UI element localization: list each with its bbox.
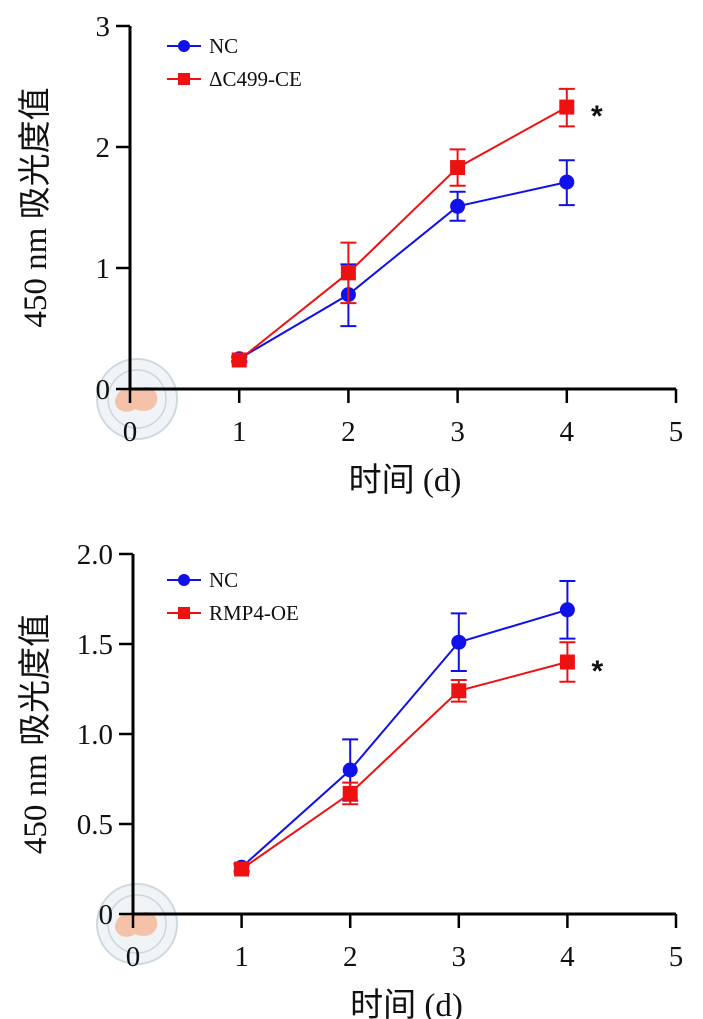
y-tick-label: 2.0 bbox=[77, 539, 113, 571]
y-tick-label: 0 bbox=[96, 374, 111, 406]
x-tick-label: 4 bbox=[560, 416, 575, 448]
x-tick-label: 2 bbox=[343, 941, 358, 973]
watermark-seal bbox=[96, 358, 178, 440]
y-tick-label: 1.0 bbox=[77, 719, 113, 751]
legend-label: ΔC499-CE bbox=[209, 67, 302, 91]
series-line bbox=[241, 661, 568, 870]
data-point bbox=[559, 99, 575, 115]
legend-label: RMP4-OE bbox=[209, 601, 299, 625]
y-axis-title: 450 nm 吸光度值 bbox=[17, 614, 54, 854]
significance-asterisk: * bbox=[591, 100, 603, 133]
x-tick-label: 3 bbox=[452, 941, 467, 973]
y-tick-label: 2 bbox=[96, 132, 111, 164]
x-axis-title: 时间 (d) bbox=[350, 988, 463, 1019]
chart-panel-1: 0 1 2 3 0 1 2 3 4 5 时间 (d) 450 nm 吸光度值 NC ΔC499-CE * bbox=[17, 11, 683, 499]
data-point bbox=[559, 602, 575, 618]
data-point bbox=[451, 634, 467, 650]
series-line bbox=[240, 608, 568, 868]
data-point bbox=[342, 785, 358, 801]
legend-label: NC bbox=[209, 34, 238, 58]
x-tick-label: 2 bbox=[341, 416, 356, 448]
series-line bbox=[238, 181, 568, 360]
data-point bbox=[234, 861, 250, 877]
x-tick-label: 3 bbox=[450, 416, 465, 448]
series-line bbox=[238, 106, 568, 361]
data-point bbox=[559, 174, 575, 190]
legend-entry-NC: NC bbox=[167, 34, 238, 58]
x-tick-label: 1 bbox=[234, 941, 249, 973]
legend-marker bbox=[178, 40, 190, 52]
legend-marker bbox=[178, 73, 190, 85]
y-tick-label: 0 bbox=[99, 899, 114, 931]
legend-label: NC bbox=[209, 568, 238, 592]
series-RMP4-OE bbox=[233, 641, 576, 877]
x-tick-label: 0 bbox=[126, 941, 141, 973]
chart-panel-2: 0 0.5 1.0 1.5 2.0 0 1 2 3 4 5 时间 (d) 450 nm 吸光度值 NC RM… bbox=[17, 539, 683, 1019]
y-tick-label: 0.5 bbox=[77, 809, 113, 841]
data-point bbox=[340, 265, 356, 281]
x-tick-label: 5 bbox=[669, 416, 684, 448]
series-ΔC499-CE bbox=[231, 87, 575, 368]
y-tick-label: 1 bbox=[96, 253, 111, 285]
data-point bbox=[450, 160, 466, 176]
legend-entry-ΔC499-CE: ΔC499-CE bbox=[167, 67, 302, 91]
x-tick-label: 0 bbox=[123, 416, 138, 448]
data-point bbox=[559, 654, 575, 670]
legend-entry-RMP4-OE: RMP4-OE bbox=[167, 601, 299, 625]
series-NC bbox=[233, 580, 576, 875]
watermark-seal bbox=[96, 883, 178, 965]
data-point bbox=[450, 198, 466, 214]
significance-asterisk: * bbox=[592, 655, 604, 688]
x-tick-label: 4 bbox=[560, 941, 575, 973]
x-axis-title: 时间 (d) bbox=[349, 463, 462, 499]
data-point bbox=[451, 683, 467, 699]
legend-marker bbox=[178, 607, 190, 619]
series-NC bbox=[231, 159, 575, 367]
data-point bbox=[342, 762, 358, 778]
legend-marker bbox=[178, 574, 190, 586]
legend-entry-NC: NC bbox=[167, 568, 238, 592]
y-tick-label: 1.5 bbox=[77, 629, 113, 661]
x-tick-label: 5 bbox=[669, 941, 684, 973]
y-axis-title: 450 nm 吸光度值 bbox=[17, 87, 54, 327]
x-tick-label: 1 bbox=[232, 416, 247, 448]
data-point bbox=[231, 352, 247, 368]
y-tick-label: 3 bbox=[96, 11, 111, 43]
